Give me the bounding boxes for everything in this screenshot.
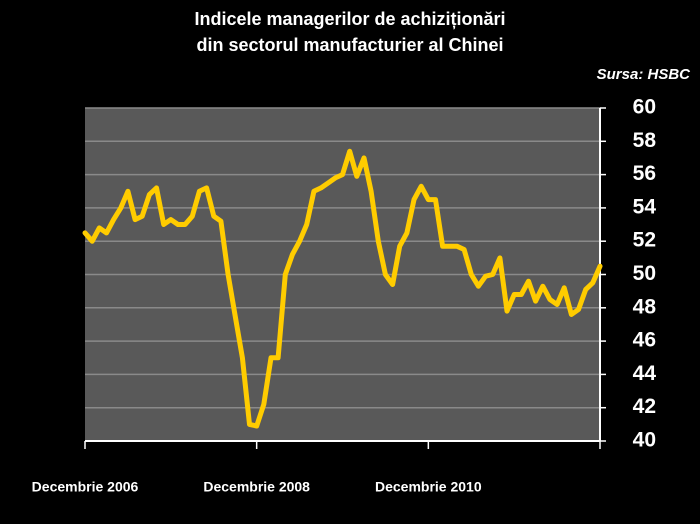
- x-tick-label: Decembrie 2010: [375, 479, 482, 495]
- y-tick-label: 46: [633, 329, 656, 352]
- y-tick-label: 58: [633, 129, 657, 152]
- source: Sursa: HSBC: [597, 66, 692, 83]
- y-tick-label: 40: [633, 429, 656, 452]
- data-line: [82, 148, 603, 429]
- y-tick-label: 48: [633, 295, 657, 318]
- x-tick-label: Decembrie 2008: [203, 479, 310, 495]
- x-tick-label: Decembrie 2006: [32, 479, 139, 495]
- y-tick-label: 60: [633, 96, 656, 119]
- chart-title: din sectorul manufacturier al Chinei: [196, 35, 503, 55]
- y-tick-label: 44: [633, 362, 657, 385]
- y-tick-label: 50: [633, 262, 656, 285]
- y-tick-label: 54: [633, 195, 657, 218]
- y-tick-label: 42: [633, 395, 656, 418]
- y-tick-label: 52: [633, 229, 656, 252]
- y-tick-label: 56: [633, 162, 656, 185]
- chart-title: Indicele managerilor de achiziționări: [194, 9, 505, 29]
